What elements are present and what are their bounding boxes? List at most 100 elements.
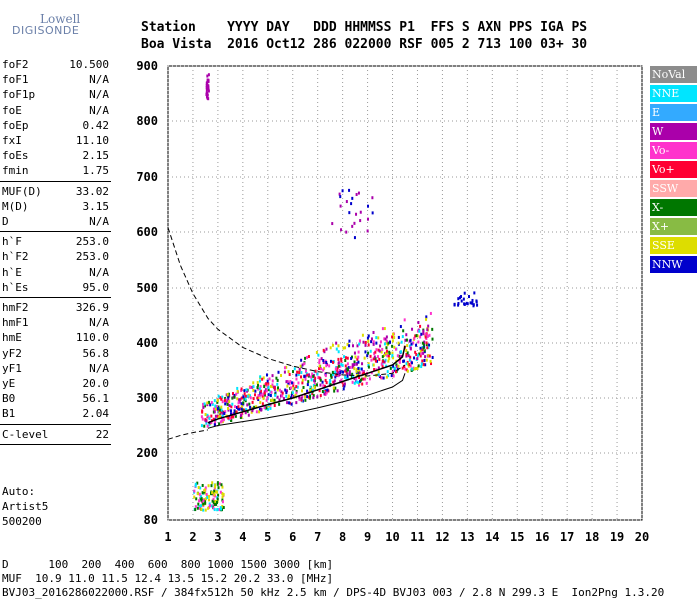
echo-point (388, 351, 391, 355)
echo-point (206, 495, 209, 499)
echo-point (233, 395, 236, 399)
echo-point (252, 397, 255, 401)
echo-point (419, 349, 422, 353)
echo-point (423, 340, 426, 344)
echo-point (405, 354, 408, 358)
echo-point (343, 384, 346, 388)
echo-point (324, 374, 327, 378)
echo-point (431, 337, 434, 341)
echo-point (220, 397, 223, 401)
echo-point (359, 210, 362, 214)
echo-point (285, 365, 288, 369)
echo-point (391, 370, 394, 374)
echo-point (259, 385, 262, 389)
echo-point (417, 320, 420, 324)
echo-point (332, 380, 335, 384)
echo-point (372, 340, 375, 344)
echo-point (269, 384, 272, 388)
echo-point (417, 364, 420, 368)
echo-point (467, 295, 470, 299)
echo-point (227, 394, 230, 398)
echo-point (240, 396, 243, 400)
echo-point (311, 392, 314, 396)
echo-point (334, 367, 337, 371)
echo-point (348, 211, 351, 215)
echo-point (252, 381, 255, 385)
echo-point (355, 212, 358, 216)
echo-point (378, 357, 381, 361)
echo-point (215, 490, 218, 494)
echo-point (219, 410, 222, 414)
echo-point (416, 334, 419, 338)
echo-point (387, 341, 390, 345)
echo-point (239, 398, 242, 402)
echo-point (230, 405, 233, 409)
echo-point (252, 385, 255, 389)
echo-point (244, 395, 247, 399)
echo-point (404, 338, 407, 342)
echo-point (207, 400, 210, 404)
echo-point (262, 376, 265, 380)
echo-point (323, 366, 326, 370)
echo-point (211, 504, 214, 508)
echo-point (273, 404, 276, 408)
echo-point (417, 340, 420, 344)
echo-point (263, 393, 266, 397)
echo-point (329, 346, 332, 350)
echo-point (210, 484, 213, 488)
echo-point (304, 377, 307, 381)
echo-point (460, 295, 463, 299)
echo-point (348, 188, 351, 192)
param-label: D (2, 215, 9, 228)
echo-point (374, 357, 377, 361)
echo-point (391, 354, 394, 358)
echo-point (334, 375, 337, 379)
echo-point (393, 336, 396, 340)
echo-point (376, 355, 379, 359)
param-row: yF2 56.8 (2, 347, 109, 361)
echo-point (337, 374, 340, 378)
echo-point (335, 347, 338, 351)
echo-point (357, 355, 360, 359)
echo-point (364, 350, 367, 354)
echo-point (388, 357, 391, 361)
echo-point (267, 388, 270, 392)
echo-point (254, 389, 257, 393)
echo-point (318, 389, 321, 393)
echo-point (329, 359, 332, 363)
echo-point (216, 400, 219, 404)
echo-point (384, 337, 387, 341)
echo-point (344, 364, 347, 368)
echo-point (415, 334, 418, 338)
echo-point (230, 418, 233, 422)
echo-point (322, 368, 325, 372)
echo-point (366, 336, 369, 340)
echo-point (208, 416, 211, 420)
echo-point (287, 370, 290, 374)
param-label: foEp (2, 118, 29, 132)
echo-point (309, 388, 312, 392)
echo-point (318, 367, 321, 371)
echo-point (200, 495, 203, 499)
echo-point (216, 507, 219, 511)
echo-point (231, 402, 234, 406)
param-label: h`E (2, 265, 22, 279)
echo-point (257, 387, 260, 391)
echo-point (218, 422, 221, 426)
echo-point (246, 394, 249, 398)
y-tick-label: 500 (136, 281, 158, 295)
echo-point (246, 403, 249, 407)
echo-point (298, 367, 301, 371)
echo-point (218, 406, 221, 410)
echo-point (300, 398, 303, 402)
echo-point (427, 324, 430, 328)
param-value: 10.500 (69, 58, 109, 71)
echo-point (196, 492, 199, 496)
param-row: foEs 2.15 (2, 149, 109, 163)
echo-point (397, 364, 400, 368)
echo-point (357, 380, 360, 384)
echo-point (350, 375, 353, 379)
echo-point (391, 335, 394, 339)
echo-point (228, 400, 231, 404)
param-value: 253.0 (75, 250, 109, 264)
